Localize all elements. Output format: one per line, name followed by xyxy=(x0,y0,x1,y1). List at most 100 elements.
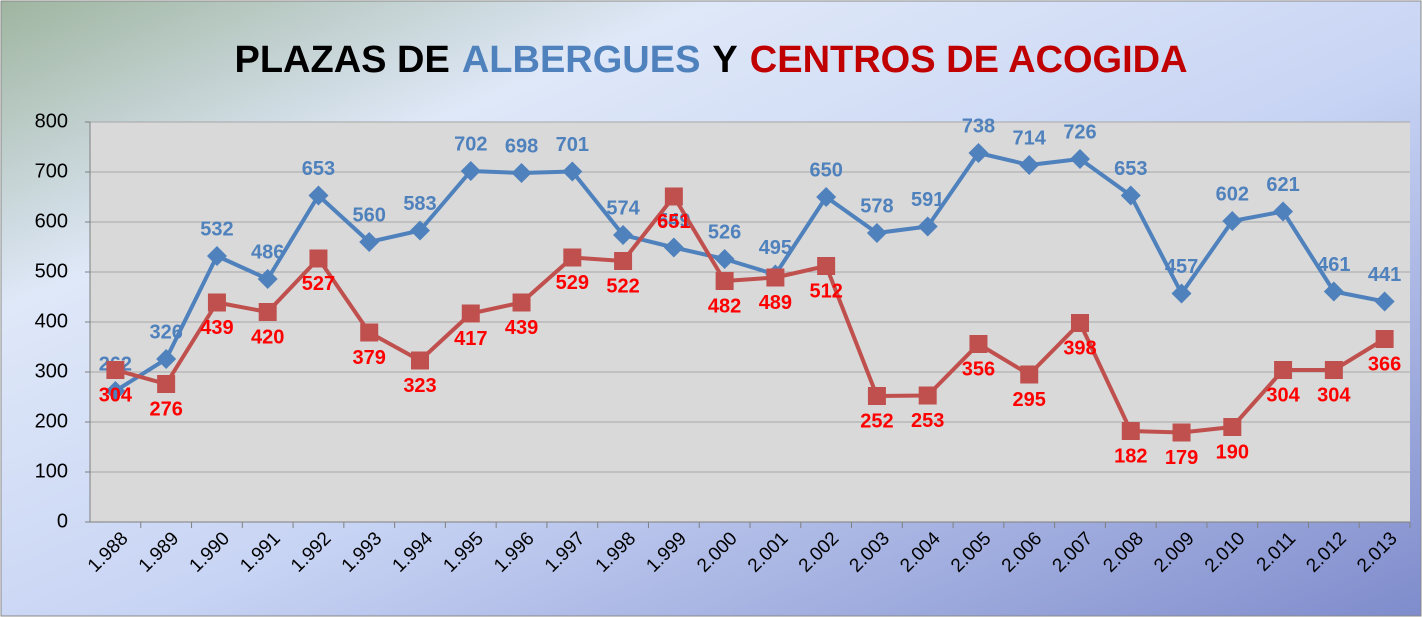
y-tick-label: 500 xyxy=(35,260,68,282)
marker xyxy=(1222,211,1243,231)
marker xyxy=(968,143,989,163)
data-label: 698 xyxy=(505,135,538,157)
data-label: 602 xyxy=(1216,183,1249,205)
marker xyxy=(1171,283,1192,304)
y-tick-label: 400 xyxy=(35,310,68,332)
data-label: 529 xyxy=(556,272,589,294)
marker xyxy=(563,248,582,267)
marker xyxy=(714,249,735,269)
data-label: 441 xyxy=(1368,264,1401,286)
data-label: 583 xyxy=(403,193,436,215)
marker xyxy=(614,252,633,270)
marker xyxy=(258,303,277,321)
marker xyxy=(867,387,886,405)
y-tick-label: 800 xyxy=(35,110,68,132)
marker xyxy=(969,335,988,353)
marker xyxy=(105,381,126,401)
data-label: 512 xyxy=(809,280,842,302)
marker xyxy=(512,293,531,312)
marker xyxy=(817,257,836,275)
chart-title: PLAZAS DE ALBERGUES Y CENTROS DE ACOGIDA xyxy=(234,39,1187,81)
marker xyxy=(715,272,734,290)
data-label: 420 xyxy=(251,326,284,348)
data-label: 482 xyxy=(708,295,741,317)
data-label: 253 xyxy=(911,410,944,432)
marker xyxy=(309,249,328,268)
data-label: 495 xyxy=(759,237,792,259)
data-label: 276 xyxy=(149,398,182,420)
marker xyxy=(1374,291,1395,312)
data-label: 738 xyxy=(962,115,995,137)
data-label: 326 xyxy=(149,321,182,343)
data-label: 398 xyxy=(1063,337,1096,359)
data-label: 726 xyxy=(1063,121,1096,143)
data-label: 527 xyxy=(302,273,335,295)
data-label: 190 xyxy=(1216,441,1249,463)
data-label: 461 xyxy=(1317,254,1350,276)
data-label: 323 xyxy=(403,375,436,397)
marker xyxy=(866,223,887,243)
marker xyxy=(562,161,583,182)
marker xyxy=(207,293,226,312)
marker xyxy=(1121,422,1140,440)
marker xyxy=(1323,281,1344,302)
data-label: 653 xyxy=(1114,158,1147,180)
data-label: 457 xyxy=(1165,256,1198,278)
marker xyxy=(156,349,177,369)
marker xyxy=(359,232,380,252)
y-tick-label: 0 xyxy=(57,510,68,532)
data-label: 714 xyxy=(1013,127,1047,149)
data-label: 578 xyxy=(860,195,893,217)
marker xyxy=(106,361,125,379)
data-label: 560 xyxy=(353,204,386,226)
marker xyxy=(816,187,837,207)
data-label: 304 xyxy=(1317,384,1351,406)
marker xyxy=(206,246,227,266)
data-label: 702 xyxy=(454,133,487,155)
data-label: 653 xyxy=(302,158,335,180)
marker xyxy=(257,269,278,289)
marker xyxy=(1223,418,1242,436)
data-label: 549 xyxy=(657,210,690,232)
y-tick-label: 700 xyxy=(35,160,68,182)
marker xyxy=(461,304,480,323)
data-label: 651 xyxy=(657,211,690,233)
marker xyxy=(918,386,937,405)
marker xyxy=(460,161,481,181)
y-tick-label: 100 xyxy=(35,460,68,482)
marker xyxy=(917,216,938,237)
marker xyxy=(1324,361,1343,379)
data-label: 532 xyxy=(200,218,233,240)
marker xyxy=(308,185,329,206)
data-label: 356 xyxy=(962,358,995,380)
data-label: 489 xyxy=(759,292,792,314)
marker xyxy=(1375,330,1394,348)
marker xyxy=(664,187,683,206)
data-label: 439 xyxy=(200,317,233,339)
marker xyxy=(1070,149,1090,169)
marker xyxy=(1019,155,1040,175)
marker xyxy=(1120,185,1141,206)
data-label: 522 xyxy=(606,275,639,297)
data-label: 379 xyxy=(353,347,386,369)
data-label: 366 xyxy=(1368,353,1401,375)
data-label: 439 xyxy=(505,317,538,339)
marker xyxy=(157,375,176,393)
data-label: 574 xyxy=(606,197,640,219)
marker xyxy=(1274,361,1293,379)
marker xyxy=(411,351,429,370)
marker xyxy=(613,225,634,245)
data-label: 526 xyxy=(708,221,741,243)
data-label: 252 xyxy=(860,410,893,432)
data-label: 621 xyxy=(1266,174,1299,196)
y-tick-label: 300 xyxy=(35,360,68,382)
y-tick-label: 600 xyxy=(35,210,68,232)
marker xyxy=(1071,314,1089,332)
marker xyxy=(1020,365,1039,384)
marker xyxy=(1273,201,1294,222)
data-label: 295 xyxy=(1013,389,1046,411)
data-label: 591 xyxy=(911,189,944,211)
data-label: 417 xyxy=(454,328,487,350)
title-part: Y xyxy=(712,39,737,81)
